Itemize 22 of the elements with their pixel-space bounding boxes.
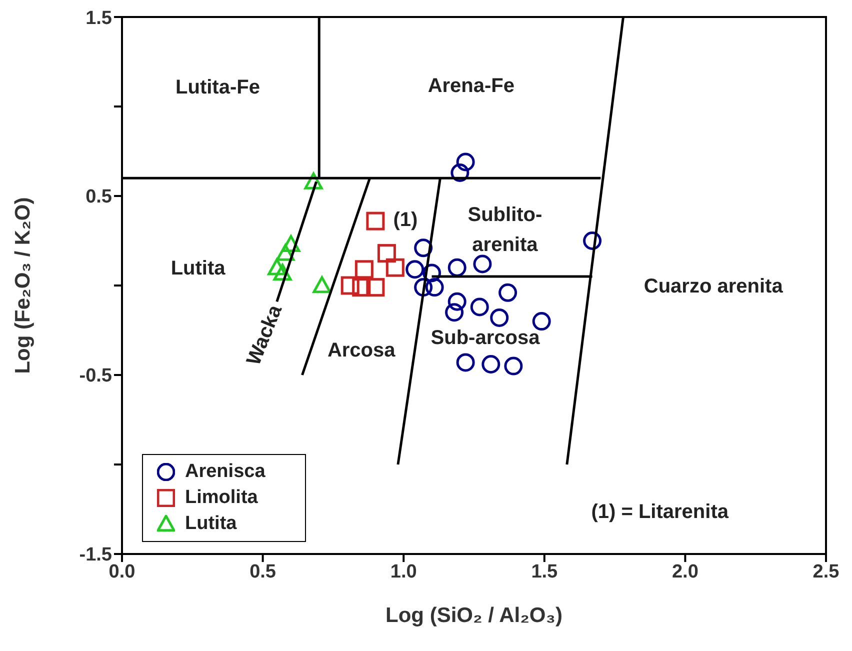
annotation: Cuarzo arenita [644,276,784,298]
legend-label: Lutita [184,512,238,536]
annotation: Lutita-Fe [176,76,260,99]
x-tick-label: 2.0 [672,561,698,582]
x-axis-title: Log (SiO₂ / Al₂O₃) [386,604,562,627]
y-axis-title: Log (Fe₂O₃ / K₂O) [11,197,34,374]
x-tick-label: 2.5 [812,561,840,582]
x-tick-label: 1.5 [531,561,558,582]
annotation: Sub-arcosa [430,327,541,350]
y-tick-label: 0.5 [86,186,112,208]
annotation: Sublito- arenita [468,204,542,256]
annotation: (1) = Litarenita [591,501,730,524]
y-tick-label: 1.5 [86,8,112,29]
legend-label: Arenisca [184,460,266,484]
annotation: Lutita [170,258,226,280]
annotation: Arcosa [327,340,396,362]
legend-label: Limolita [184,486,259,510]
x-tick-label: 1.0 [390,561,417,582]
x-tick-label: 0.5 [250,561,276,582]
annotation: (1) [393,209,418,232]
y-tick-label: -0.5 [79,366,112,387]
annotation: Arena-Fe [428,75,515,98]
